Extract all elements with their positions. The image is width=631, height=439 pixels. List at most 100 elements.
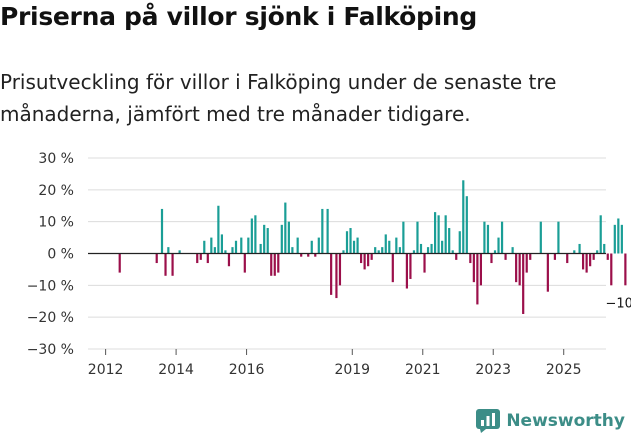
bar-positive xyxy=(430,243,433,254)
bars xyxy=(118,180,627,314)
bar-negative xyxy=(118,253,121,273)
bar-negative xyxy=(335,253,338,299)
bar-chart-logo-icon xyxy=(476,409,501,433)
chart-title: Priserna på villor sjönk i Falköping xyxy=(0,2,478,31)
bar-positive xyxy=(250,218,253,254)
bar-negative xyxy=(566,253,569,264)
bar-positive xyxy=(419,243,423,254)
bar-positive xyxy=(231,247,234,254)
bar-positive xyxy=(280,224,283,254)
bar-positive xyxy=(217,205,220,254)
newsworthy-brand: Newsworthy xyxy=(476,409,625,433)
x-tick-label: 2019 xyxy=(334,362,370,378)
bar-negative xyxy=(300,253,303,257)
latest-value-annotation: −10 % xyxy=(605,296,631,311)
bar-negative xyxy=(270,253,273,276)
bar-negative xyxy=(155,253,158,264)
bar-negative xyxy=(553,253,557,260)
bar-negative xyxy=(522,253,525,314)
bar-negative xyxy=(196,253,199,264)
bar-negative xyxy=(391,253,394,283)
bar-negative xyxy=(363,253,366,270)
bar-positive xyxy=(599,215,602,254)
bar-positive xyxy=(402,221,405,254)
bar-positive xyxy=(441,240,444,254)
bar-negative xyxy=(504,253,507,260)
bar-negative xyxy=(227,253,231,267)
bar-negative xyxy=(479,253,483,286)
bar-negative xyxy=(359,253,363,264)
bar-positive xyxy=(426,247,430,254)
bar-negative xyxy=(455,253,458,260)
y-tick-label: −20 % xyxy=(27,310,74,326)
x-tick-label: 2023 xyxy=(475,362,511,378)
bar-positive xyxy=(398,247,401,254)
bar-positive xyxy=(213,247,216,254)
bar-positive xyxy=(437,215,440,254)
bar-positive xyxy=(349,228,352,254)
bar-positive xyxy=(210,237,213,254)
y-tick-label: 0 % xyxy=(47,247,74,263)
bar-positive xyxy=(617,218,620,254)
y-tick-label: 10 % xyxy=(38,215,74,231)
bar-positive xyxy=(321,208,324,254)
bar-negative xyxy=(469,253,472,264)
y-tick-label: −30 % xyxy=(27,342,74,358)
bar-positive xyxy=(381,247,384,254)
bar-negative xyxy=(206,253,209,264)
bar-positive xyxy=(234,240,238,254)
bar-positive xyxy=(287,221,290,254)
bar-positive xyxy=(483,221,486,254)
y-tick-label: 20 % xyxy=(38,183,74,199)
bar-negative xyxy=(546,253,549,292)
bar-positive xyxy=(462,180,465,254)
bar-positive xyxy=(500,221,504,254)
bar-positive xyxy=(310,240,313,254)
bar-negative xyxy=(423,253,426,273)
bar-positive xyxy=(326,208,329,254)
bar-negative xyxy=(171,253,174,276)
bar-negative xyxy=(515,253,518,283)
bar-positive xyxy=(352,240,356,254)
bar-positive xyxy=(259,243,262,254)
bar-positive xyxy=(342,250,345,254)
bar-positive xyxy=(203,240,206,254)
bar-positive xyxy=(493,250,497,254)
y-tick-label: 30 % xyxy=(38,151,74,167)
bar-positive xyxy=(356,237,359,254)
x-tick-label: 2025 xyxy=(546,362,582,378)
bar-positive xyxy=(596,250,599,254)
bar-negative xyxy=(405,253,409,289)
bar-positive xyxy=(284,202,287,254)
bar-positive xyxy=(613,224,616,254)
bar-negative xyxy=(199,253,202,260)
bar-positive xyxy=(291,247,294,254)
bar-positive xyxy=(345,231,349,254)
bar-positive xyxy=(448,228,451,254)
x-tick-label: 2012 xyxy=(88,362,124,378)
bar-positive xyxy=(465,196,468,254)
bar-positive xyxy=(603,243,606,254)
bar-positive xyxy=(254,215,257,254)
bar-positive xyxy=(220,234,224,254)
x-tick-label: 2021 xyxy=(405,362,441,378)
bar-positive xyxy=(395,237,398,254)
bar-positive xyxy=(263,224,266,254)
bar-positive xyxy=(511,247,514,254)
bar-positive xyxy=(486,224,490,254)
bar-positive xyxy=(224,250,227,254)
bar-positive xyxy=(497,237,500,254)
bar-negative xyxy=(606,253,609,260)
bar-positive xyxy=(416,221,419,254)
bar-positive xyxy=(573,250,576,254)
bar-positive xyxy=(451,250,454,254)
bar-positive xyxy=(384,234,387,254)
bar-negative xyxy=(610,253,613,286)
bar-negative xyxy=(592,253,595,260)
y-tick-label: −10 % xyxy=(27,278,74,294)
bar-negative xyxy=(581,253,585,270)
bar-positive xyxy=(266,228,269,254)
bar-positive xyxy=(388,240,391,254)
bar-positive xyxy=(160,208,164,254)
